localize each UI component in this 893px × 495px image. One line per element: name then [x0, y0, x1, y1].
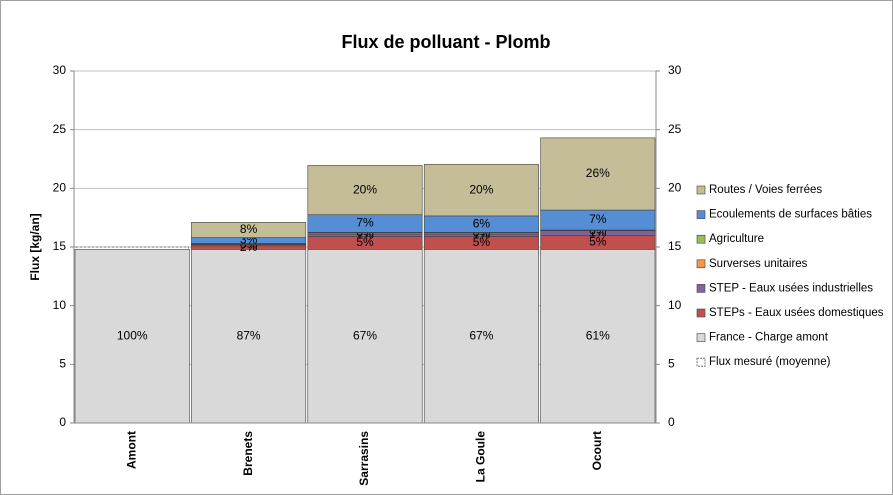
- legend-swatch: [696, 210, 706, 219]
- y2-tick-label: 30: [668, 63, 682, 77]
- bar-segment: [74, 249, 190, 424]
- bar-segment: [423, 249, 539, 424]
- y-tick-label: 30: [53, 63, 67, 77]
- legend-swatch: [696, 357, 706, 367]
- data-label: 20%: [353, 182, 377, 196]
- legend-swatch: [696, 333, 706, 342]
- legend-swatch: [696, 234, 706, 244]
- legend-label: Surverses unitaires: [709, 258, 808, 270]
- data-label: 5%: [589, 234, 607, 248]
- data-label: 67%: [353, 328, 377, 342]
- chart-title: Flux de polluant - Plomb: [342, 32, 551, 52]
- x-tick-label: Ocourt: [590, 431, 604, 470]
- data-label: 7%: [589, 212, 607, 226]
- y2-tick-label: 5: [668, 357, 675, 371]
- bar-segment: [307, 249, 423, 424]
- legend-swatch: [696, 185, 706, 195]
- x-tick-label: La Goule: [474, 431, 488, 483]
- legend-label: Agriculture: [709, 233, 764, 245]
- y2-tick-label: 10: [668, 298, 682, 312]
- legend-label: France - Charge amont: [709, 332, 829, 344]
- legend-swatch: [696, 259, 706, 269]
- y-axis-title: Flux [kg/an]: [28, 213, 42, 280]
- bar-segment: [423, 163, 539, 217]
- data-label: 87%: [237, 328, 261, 342]
- legend-label: Routes / Voies ferrées: [709, 184, 822, 196]
- legend-label: STEPs - Eaux usées domestiques: [709, 307, 884, 319]
- legend-label: STEP - Eaux usées industrielles: [709, 282, 873, 294]
- x-tick-label: Sarrasins: [357, 431, 371, 486]
- data-label: 5%: [473, 235, 491, 249]
- legend-swatch: [696, 284, 706, 293]
- data-label: 7%: [356, 216, 374, 230]
- data-label: 20%: [469, 182, 493, 196]
- y2-tick-label: 20: [668, 181, 682, 195]
- y-tick-label: 20: [53, 181, 67, 195]
- y-tick-label: 25: [53, 122, 67, 136]
- legend-label: Flux mesuré (moyenne): [709, 356, 831, 368]
- y-tick-label: 5: [59, 357, 66, 371]
- data-label: 5%: [356, 235, 374, 249]
- bar-segment: [307, 165, 423, 216]
- y-tick-label: 10: [53, 298, 67, 312]
- bar-segment: [540, 137, 656, 211]
- x-tick-label: Amont: [124, 431, 138, 469]
- legend-swatch: [696, 308, 706, 318]
- y-tick-label: 15: [53, 239, 67, 253]
- y2-tick-label: 25: [668, 122, 682, 136]
- data-label: 67%: [469, 328, 493, 342]
- data-label: 6%: [473, 216, 491, 230]
- bar-segment: [191, 222, 307, 238]
- y2-tick-label: 0: [668, 415, 675, 429]
- legend-label: Ecoulements de surfaces bâties: [709, 209, 872, 221]
- x-tick-label: Brenets: [241, 431, 255, 476]
- y-tick-label: 0: [59, 415, 66, 429]
- data-label: 8%: [240, 222, 258, 236]
- bar-segment: [540, 249, 656, 424]
- y2-tick-label: 15: [668, 239, 682, 253]
- data-label: 26%: [586, 166, 610, 180]
- bar-segment: [191, 249, 307, 424]
- data-label: 100%: [117, 328, 148, 342]
- data-label: 61%: [586, 328, 610, 342]
